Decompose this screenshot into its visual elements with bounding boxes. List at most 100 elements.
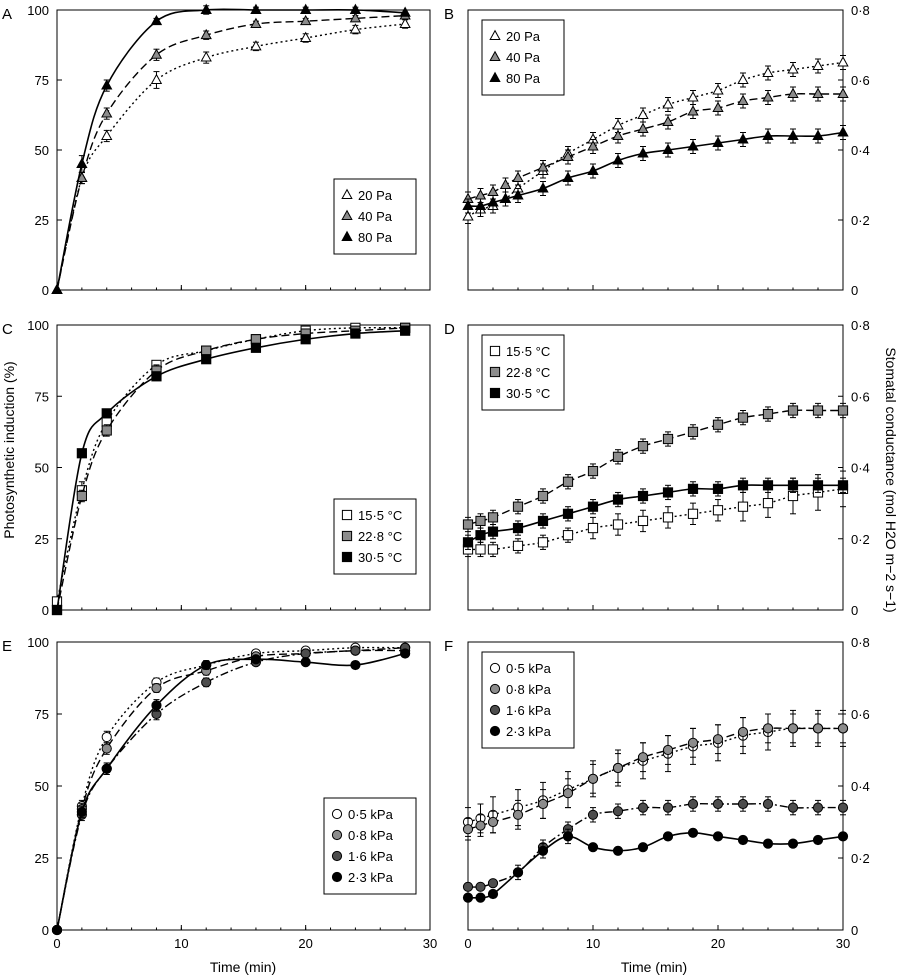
panel-d-series-1-line — [468, 488, 844, 551]
panel-a-letter: A — [2, 6, 12, 23]
panel-e-series-4-point — [400, 648, 411, 659]
panel-e-series-4-point — [76, 806, 87, 818]
panel-d-series-3-point — [787, 480, 799, 491]
panel-f-series-3-point — [637, 802, 649, 813]
panel-b-series-2-point — [587, 140, 599, 151]
panel-c-y-tick-label: 50 — [35, 461, 49, 476]
panel-b-series-3-point — [474, 199, 487, 210]
panel-d-series-3-point — [487, 526, 499, 537]
panel-d-series-1-point — [512, 540, 524, 551]
panel-d-series-3-point — [737, 480, 749, 491]
panel-c-series-3-point — [76, 448, 87, 459]
y-axis-label-left: Photosynthetic induction (%) — [1, 361, 17, 538]
panel-f-series-2-point — [512, 809, 524, 820]
panel-f-series-2-point — [637, 752, 649, 763]
panel-d-y-tick-label: 0·8 — [851, 318, 870, 333]
panel-d-legend-label: 22·8 °C — [506, 365, 550, 380]
panel-a-legend-label: 80 Pa — [358, 230, 393, 245]
panel-d-series-1-point — [762, 498, 774, 509]
panel-f-series-4-point — [462, 892, 474, 903]
panel-f-series-3-point — [687, 798, 699, 810]
panel-f-y-tick-label: 0 — [851, 923, 858, 938]
panel-e-legend-marker — [331, 871, 343, 883]
panel-f-series-3-point — [462, 881, 474, 892]
panel-b-series-1-point — [762, 66, 774, 77]
panel-f-series-3-point — [762, 798, 774, 810]
panel-d-series-3-point — [587, 501, 599, 512]
panel-a-series-1-line — [56, 23, 406, 291]
panel-b-series-2-point — [812, 87, 824, 98]
panel-d-series-1-point — [537, 537, 549, 548]
panel-c-series-3-point — [151, 371, 162, 382]
panel-b-series-3-point — [487, 196, 499, 207]
panel-e-y-tick-label: 0 — [42, 923, 49, 938]
panel-f-legend-marker — [489, 704, 501, 716]
panel-b-series-2-point — [837, 87, 849, 98]
panel-e-series-4-point — [101, 763, 112, 774]
panel-f-x-tick-label: 20 — [711, 936, 725, 951]
panel-f-series-4-point — [487, 888, 499, 900]
panel-b-series-3-line — [467, 131, 844, 208]
panel-d-series-2-point — [487, 512, 499, 523]
panel-a-series-3-point — [399, 6, 411, 17]
panel-b-series-3-point — [787, 129, 799, 140]
panel-b-letter: B — [444, 6, 454, 23]
panel-b-series-3 — [462, 125, 849, 214]
panel-d-series-1-point — [737, 501, 749, 512]
panel-f-series-4-point — [712, 831, 724, 842]
panel-d-series-2-line — [467, 409, 843, 526]
panel-e-series-4-point — [250, 654, 262, 665]
panel-a-series-2-point — [349, 12, 362, 23]
panel-c-legend: 15·5 °C 22·8 °C 30·5 °C — [333, 498, 417, 575]
panel-f-series-4-point — [612, 845, 624, 856]
panel-f-series-4-point — [787, 838, 799, 849]
panel-f-legend-marker — [489, 662, 501, 674]
panel-a-series-3-point — [101, 79, 113, 90]
panel-f-series-2-point — [612, 762, 624, 774]
panel-e-series-4 — [51, 648, 411, 936]
panel-f-series-3-point — [612, 806, 624, 817]
panel-f-series-2-point — [762, 723, 774, 734]
panel-c: C 0 25 50 75 100 15·5 °C 22·8 °C 30·5 °C — [2, 318, 431, 618]
panel-d-series-2-point — [562, 476, 574, 487]
panel-b-series-2-point — [662, 115, 674, 126]
x-axis-label-right: Time (min) — [621, 959, 687, 975]
panel-f-series-4-point — [762, 838, 774, 849]
panel-a-series-3-point — [250, 3, 262, 14]
panel-b-series-1-point — [662, 98, 674, 109]
panel-c-legend-marker — [341, 530, 353, 542]
panel-a-series-1-point — [200, 51, 212, 62]
panel-f-series-2-point — [687, 737, 699, 748]
panel-b-y-tick-label: 0·6 — [851, 73, 870, 88]
panel-e-y-tick-label: 75 — [35, 707, 49, 722]
panel-c-series-3-point — [350, 328, 361, 339]
panel-d-series-1-point — [637, 515, 649, 527]
panel-a-y-tick-label: 50 — [35, 143, 49, 158]
panel-b-series-3-point — [762, 129, 774, 140]
panel-f-series-3-point — [587, 809, 599, 820]
panel-b-legend-label: 40 Pa — [506, 50, 541, 65]
panel-b-series-1-point — [687, 91, 699, 102]
panel-b-series-3-point — [499, 192, 512, 203]
panel-d-series-1-point — [475, 544, 486, 555]
panel-f-series-2-point — [462, 824, 474, 835]
panel-a-series-1-point — [150, 73, 163, 84]
panel-d-series-1-point — [612, 519, 624, 530]
panel-f-series-4-point — [737, 834, 749, 846]
panel-e-series-3-point — [300, 648, 311, 659]
panel-d-series-3-point — [475, 530, 486, 541]
panel-e-series-1-point — [101, 731, 112, 743]
panel-b-legend-marker — [489, 29, 501, 40]
panel-e-x-tick-label: 20 — [298, 936, 312, 951]
panel-a-series-3 — [51, 3, 411, 294]
panel-e-series-3-point — [350, 645, 361, 656]
panel-e-legend-label: 2·3 kPa — [348, 870, 394, 885]
panel-c-series-3-point — [250, 342, 262, 353]
panel-b-series-2-point — [499, 178, 512, 189]
panel-b-series-3-point — [662, 143, 674, 154]
panel-c-series-3-point — [101, 408, 112, 419]
panel-d-legend-marker — [489, 387, 501, 399]
panel-d-y-tick-label: 0·4 — [851, 461, 870, 476]
panel-f-series-3-point — [662, 802, 674, 813]
panel-d-series-3-point — [562, 508, 574, 519]
